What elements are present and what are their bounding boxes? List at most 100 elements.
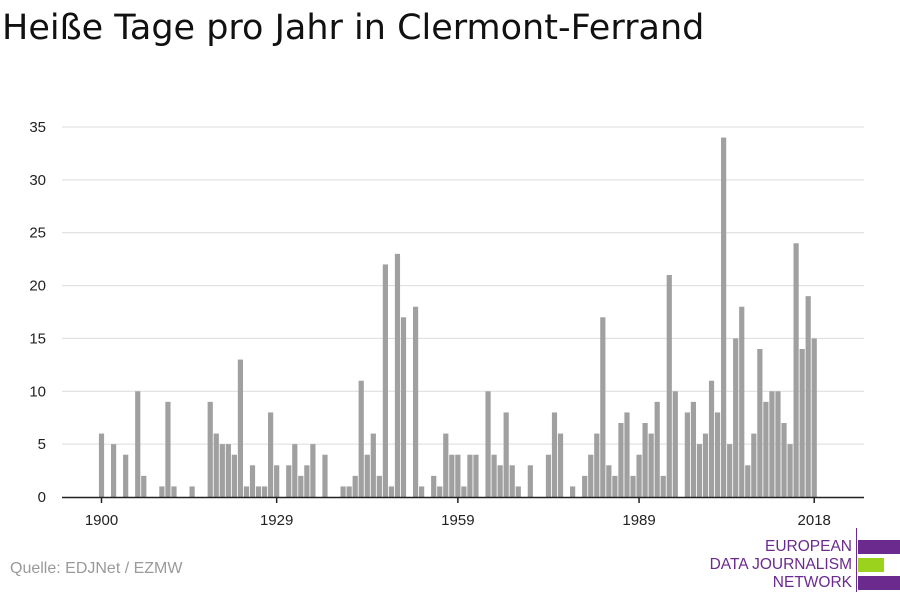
bar-2001 bbox=[708, 380, 715, 497]
bar-1987 bbox=[624, 412, 630, 497]
x-tick-label-1900: 1900 bbox=[85, 512, 118, 529]
bar-1993 bbox=[660, 475, 666, 497]
gridlines bbox=[62, 126, 864, 445]
bar-1971 bbox=[527, 465, 533, 497]
bar-1932 bbox=[292, 444, 298, 497]
logo-line-european: EUROPEAN bbox=[765, 538, 852, 555]
bar-2008 bbox=[751, 433, 757, 497]
bar-2005 bbox=[733, 338, 739, 497]
logo-divider bbox=[856, 528, 857, 592]
bar-1995 bbox=[672, 391, 678, 497]
bar-1998 bbox=[690, 401, 697, 497]
bar-1949 bbox=[394, 253, 401, 497]
bar-2009 bbox=[757, 349, 763, 497]
logo-line-data-journalism: DATA JOURNALISM bbox=[709, 556, 852, 573]
bar-1947 bbox=[382, 264, 388, 497]
bar-1957 bbox=[443, 433, 449, 497]
logo-bar-purple-bottom bbox=[858, 576, 900, 590]
x-axis-ticks: 1900 1929 1959 1989 2018 bbox=[85, 497, 831, 529]
bar-1983 bbox=[600, 317, 606, 497]
bar-1906 bbox=[135, 391, 141, 497]
bar-1988 bbox=[630, 475, 636, 497]
bar-1985 bbox=[612, 475, 618, 497]
bar-1961 bbox=[467, 454, 473, 497]
bar-1960 bbox=[461, 486, 467, 497]
bar-1991 bbox=[648, 433, 654, 497]
bar-1919 bbox=[213, 433, 219, 497]
bar-1981 bbox=[588, 454, 594, 497]
bar-1956 bbox=[437, 486, 443, 497]
bar-1929 bbox=[274, 465, 280, 497]
x-tick-label-1929: 1929 bbox=[260, 512, 293, 529]
bar-1941 bbox=[346, 486, 352, 497]
bar-1948 bbox=[388, 486, 395, 497]
y-axis-ticks: 0 5 10 15 20 25 30 35 bbox=[29, 119, 46, 506]
bar-1935 bbox=[310, 444, 316, 497]
bar-1923 bbox=[237, 359, 244, 497]
bar-1928 bbox=[268, 412, 274, 497]
bar-1966 bbox=[497, 465, 503, 497]
bar-2003 bbox=[721, 137, 727, 497]
bar-1969 bbox=[515, 486, 521, 497]
bar-1900 bbox=[98, 433, 105, 497]
bar-1942 bbox=[352, 475, 358, 497]
bar-2006 bbox=[739, 306, 745, 497]
bar-1918 bbox=[207, 401, 213, 497]
bar-2015 bbox=[793, 243, 799, 497]
bar-1964 bbox=[485, 391, 491, 497]
bar-1959 bbox=[455, 454, 461, 497]
bar-1912 bbox=[171, 486, 177, 497]
source-note: Quelle: EDJNet / EZMW bbox=[10, 560, 183, 577]
bar-1974 bbox=[545, 454, 552, 497]
bar-1925 bbox=[249, 465, 256, 497]
bar-1958 bbox=[449, 454, 455, 497]
bar-1934 bbox=[304, 465, 310, 497]
y-tick-label-15: 15 bbox=[29, 330, 46, 347]
bar-2004 bbox=[727, 444, 733, 497]
bar-1989 bbox=[636, 454, 642, 497]
bar-1955 bbox=[431, 475, 437, 497]
bar-1904 bbox=[123, 454, 129, 497]
bar-1990 bbox=[642, 423, 648, 497]
x-tick-label-1959: 1959 bbox=[441, 512, 474, 529]
bar-1921 bbox=[225, 444, 231, 497]
chart-title: Heiße Tage pro Jahr in Clermont-Ferrand bbox=[2, 8, 705, 48]
bar-1976 bbox=[557, 433, 564, 497]
bar-2012 bbox=[775, 391, 781, 497]
bar-2014 bbox=[787, 444, 793, 497]
bar-1937 bbox=[322, 454, 328, 497]
y-tick-label-5: 5 bbox=[38, 436, 46, 453]
logo-bar-purple-top bbox=[858, 540, 900, 554]
bar-1994 bbox=[666, 275, 672, 497]
y-tick-label-20: 20 bbox=[29, 278, 46, 295]
bar-1945 bbox=[370, 433, 376, 497]
bar-chart: 0 5 10 15 20 25 30 35 1900 1929 1959 1989 2018 bbox=[29, 119, 864, 529]
bar-1910 bbox=[159, 486, 165, 497]
bar-1944 bbox=[364, 454, 370, 497]
bar-2016 bbox=[799, 349, 805, 497]
bar-1952 bbox=[412, 306, 419, 497]
y-tick-label-0: 0 bbox=[38, 489, 46, 506]
bar-1915 bbox=[189, 486, 195, 497]
bar-1931 bbox=[286, 465, 292, 497]
bar-1907 bbox=[141, 475, 147, 497]
bar-1982 bbox=[594, 433, 600, 497]
bar-1924 bbox=[243, 486, 250, 497]
bar-2002 bbox=[714, 412, 721, 497]
y-tick-label-25: 25 bbox=[29, 225, 46, 242]
bar-1965 bbox=[491, 454, 497, 497]
bar-1927 bbox=[261, 486, 268, 497]
bar-1943 bbox=[358, 380, 364, 497]
logo-line-network: NETWORK bbox=[772, 574, 852, 591]
bar-1999 bbox=[696, 444, 703, 497]
bar-1962 bbox=[473, 454, 479, 497]
x-tick-label-2018: 2018 bbox=[798, 512, 831, 529]
edjnet-logo: EUROPEAN DATA JOURNALISM NETWORK bbox=[704, 528, 900, 600]
bar-2013 bbox=[781, 423, 787, 497]
bar-2011 bbox=[769, 391, 775, 497]
bar-1967 bbox=[503, 412, 509, 497]
bar-2010 bbox=[763, 401, 769, 497]
logo-bar-green bbox=[858, 558, 884, 572]
bar-2018 bbox=[811, 338, 817, 497]
bar-1984 bbox=[606, 465, 612, 497]
